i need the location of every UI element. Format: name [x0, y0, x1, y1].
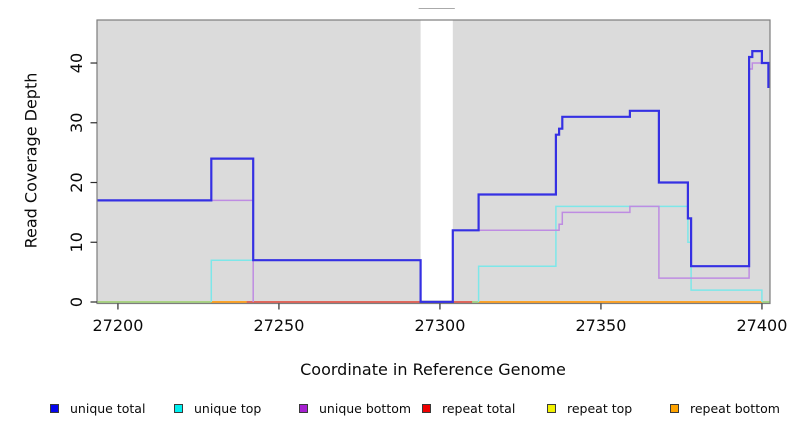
x-tick-label: 27400	[736, 316, 787, 335]
y-tick-label: 40	[67, 53, 86, 73]
legend-label: unique bottom	[319, 400, 412, 416]
x-tick-label: 27250	[253, 316, 304, 335]
legend-label: unique total	[70, 400, 146, 416]
unique-bottom-swatch-icon	[299, 403, 308, 413]
repeat-total-swatch-icon	[422, 403, 431, 413]
x-tick-label: 27350	[575, 316, 626, 335]
legend-item-repeat-top: repeat top	[547, 400, 632, 416]
y-tick-label: 0	[67, 297, 86, 307]
y-tick-label: 10	[67, 232, 86, 252]
legend-item-unique-total: unique total	[50, 400, 145, 416]
x-tick-label: 27200	[92, 316, 143, 335]
series-unique-bottom-line	[452, 62, 770, 302]
legend-item-repeat-total: repeat total	[422, 400, 515, 416]
x-tick-label: 27300	[414, 316, 465, 335]
repeat-top-swatch-icon	[547, 403, 556, 413]
legend-item-repeat-bottom: repeat bottom	[670, 400, 780, 416]
unique-total-swatch-icon	[50, 403, 59, 413]
y-axis-title: Read Coverage Depth	[21, 72, 41, 249]
repeat-bottom-swatch-icon	[670, 403, 679, 413]
y-tick-label: 30	[67, 113, 86, 133]
y-tick-label: 20	[67, 172, 86, 192]
series-unique-top-line	[477, 205, 763, 302]
plot-border	[96, 19, 771, 305]
legend-item-unique-top: unique top	[174, 400, 261, 416]
legend-label: unique top	[194, 400, 262, 416]
unique-top-swatch-icon	[174, 403, 183, 413]
masked-region	[420, 8, 453, 300]
legend-item-unique-bottom: unique bottom	[299, 400, 411, 416]
legend-label: repeat bottom	[690, 400, 780, 416]
series-unique-total-line	[97, 50, 770, 304]
legend-label: repeat top	[567, 400, 633, 416]
legend-label: repeat total	[442, 400, 516, 416]
x-axis-title: Coordinate in Reference Genome	[300, 360, 566, 379]
